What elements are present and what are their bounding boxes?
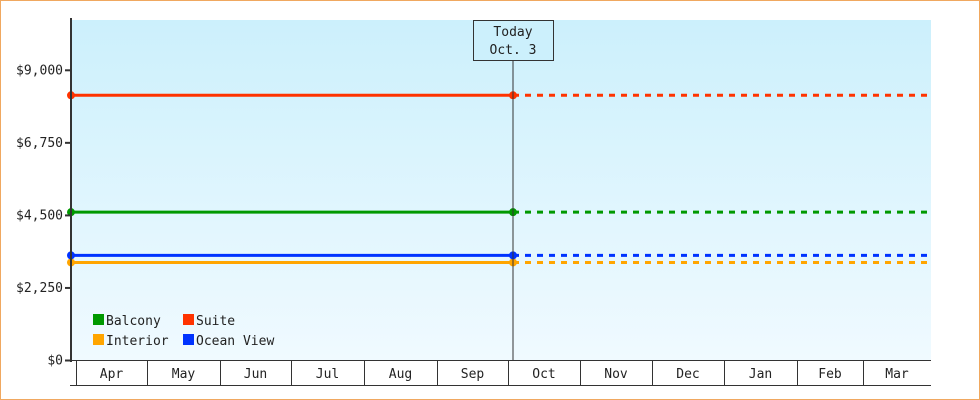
x-tick-label: Apr xyxy=(100,367,124,382)
today-date: Oct. 3 xyxy=(490,43,537,58)
x-tick-label: Nov xyxy=(604,367,628,382)
y-tick-label: $9,000 xyxy=(16,63,63,78)
legend-label: Balcony xyxy=(106,314,161,329)
x-tick-label: Jan xyxy=(749,367,772,382)
y-tick-label: $0 xyxy=(47,354,63,369)
legend-swatch xyxy=(93,334,104,345)
x-tick-label: Aug xyxy=(389,367,412,382)
x-tick-label: May xyxy=(172,367,196,382)
x-tick-label: Feb xyxy=(818,367,842,382)
plot-area xyxy=(71,20,931,360)
x-tick-label: Oct xyxy=(532,367,555,382)
x-tick-label: Sep xyxy=(461,367,485,382)
legend: Balcony Suite Interior Ocean View xyxy=(93,314,274,349)
legend-swatch xyxy=(93,314,104,325)
x-tick-label: Jul xyxy=(316,367,339,382)
x-tick-label: Dec xyxy=(676,367,699,382)
y-tick-label: $6,750 xyxy=(16,136,63,151)
legend-label: Suite xyxy=(196,314,235,329)
legend-swatch xyxy=(183,314,194,325)
legend-label: Ocean View xyxy=(196,334,274,349)
today-label: Today xyxy=(493,25,532,40)
y-tick-label: $4,500 xyxy=(16,208,63,223)
x-tick-label: Mar xyxy=(885,367,909,382)
legend-swatch xyxy=(183,334,194,345)
y-tick-label: $2,250 xyxy=(16,281,63,296)
x-tick-label: Jun xyxy=(244,367,267,382)
today-marker: Today Oct. 3 xyxy=(473,20,554,61)
legend-label: Interior xyxy=(106,334,169,349)
today-box xyxy=(473,20,554,61)
